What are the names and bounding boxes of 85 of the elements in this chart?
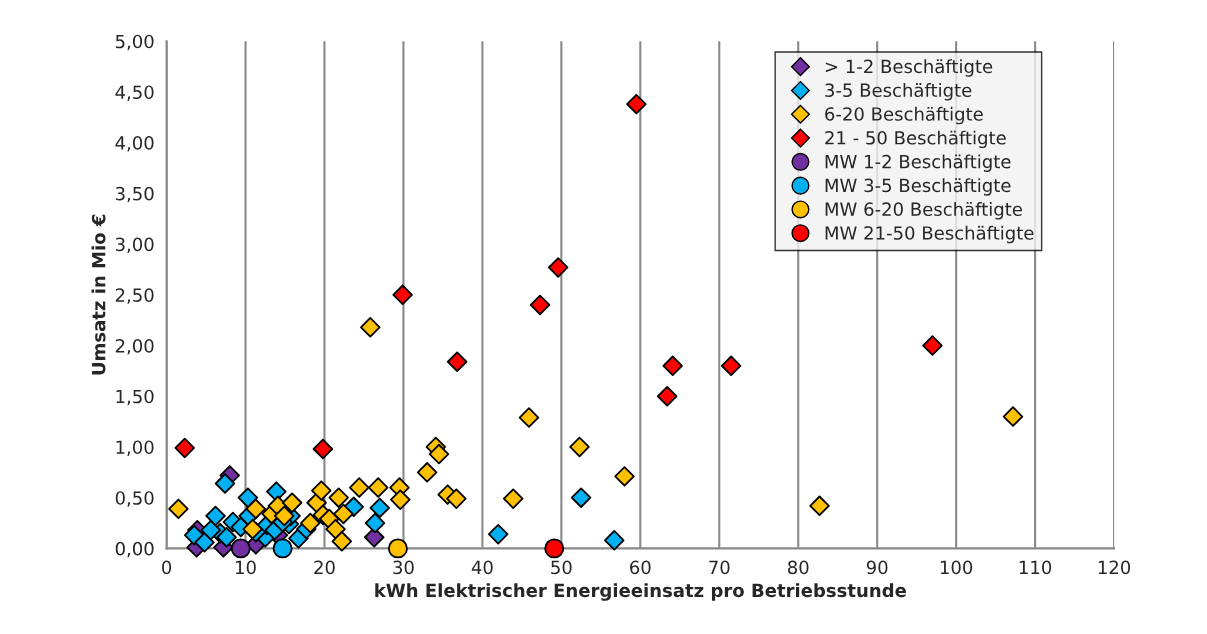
y-tick-label: 2,00 bbox=[115, 338, 154, 355]
x-tick-label: 70 bbox=[709, 560, 730, 575]
y-tick-label: 0,50 bbox=[115, 491, 154, 507]
point bbox=[518, 407, 540, 428]
point bbox=[369, 497, 390, 519]
point bbox=[502, 488, 524, 509]
point bbox=[809, 495, 830, 517]
point bbox=[205, 505, 226, 527]
legend-label: MW 6-20 Beschäftigte bbox=[825, 202, 1022, 220]
point bbox=[428, 443, 450, 465]
point bbox=[446, 488, 467, 509]
point bbox=[529, 294, 551, 316]
point bbox=[656, 386, 678, 407]
point bbox=[200, 519, 222, 541]
point bbox=[273, 505, 295, 527]
point bbox=[281, 492, 303, 513]
y-axis-title: Umsatz in Mio € bbox=[91, 214, 106, 375]
x-axis-title: kWh Elektrischer Energieeinsatz pro Betriebsstunde bbox=[375, 583, 906, 601]
point bbox=[245, 498, 267, 520]
y-tick-label: 3,50 bbox=[115, 186, 154, 203]
point bbox=[720, 355, 742, 377]
point bbox=[216, 527, 237, 548]
y-tick-label: 5,00 bbox=[115, 34, 154, 51]
x-tick-label: 90 bbox=[866, 560, 888, 575]
x-tick-label: 60 bbox=[630, 560, 651, 575]
y-tick-label: 0,00 bbox=[115, 541, 154, 558]
point bbox=[626, 93, 647, 115]
point bbox=[604, 530, 625, 551]
legend-label: MW 3-5 Beschäftigte bbox=[825, 178, 1011, 196]
point bbox=[331, 531, 353, 552]
x-tick-label: 30 bbox=[393, 560, 414, 575]
x-tick-label: 80 bbox=[787, 560, 809, 575]
point bbox=[300, 512, 321, 534]
legend-label: 6-20 Beschäftigte bbox=[825, 106, 983, 125]
x-tick-label: 50 bbox=[551, 560, 572, 575]
y-tick-label: 1,50 bbox=[116, 389, 154, 406]
point bbox=[174, 437, 195, 459]
legend-label: 21 - 50 Beschäftigte bbox=[825, 130, 1006, 149]
y-tick-label: 1,00 bbox=[116, 440, 154, 456]
point bbox=[487, 523, 509, 545]
point bbox=[614, 466, 635, 487]
point bbox=[349, 477, 370, 498]
point bbox=[446, 351, 468, 372]
x-tick-label: 120 bbox=[1098, 560, 1131, 575]
point bbox=[662, 355, 683, 377]
x-tick-label: 0 bbox=[162, 560, 172, 575]
legend-label: MW 1-2 Beschäftigte bbox=[825, 154, 1011, 172]
point bbox=[328, 487, 349, 508]
x-tick-label: 10 bbox=[236, 560, 256, 575]
x-tick-label: 110 bbox=[1019, 560, 1052, 575]
point bbox=[325, 518, 346, 540]
y-tick-label: 4,00 bbox=[115, 136, 154, 152]
point bbox=[194, 532, 215, 553]
x-tick-label: 20 bbox=[314, 560, 335, 575]
point bbox=[1002, 406, 1024, 427]
point bbox=[416, 462, 438, 483]
point bbox=[168, 498, 189, 520]
point bbox=[237, 487, 259, 508]
point bbox=[360, 317, 381, 338]
point bbox=[390, 489, 411, 510]
point bbox=[922, 335, 943, 356]
point bbox=[214, 473, 236, 494]
point bbox=[392, 284, 413, 306]
y-tick-label: 4,50 bbox=[115, 85, 154, 101]
point bbox=[333, 503, 354, 525]
point bbox=[544, 538, 565, 559]
x-tick-label: 40 bbox=[471, 560, 493, 575]
point bbox=[230, 538, 251, 559]
legend-label: 3-5 Beschäftigte bbox=[825, 83, 972, 101]
point bbox=[312, 438, 334, 460]
point bbox=[311, 480, 332, 501]
point bbox=[569, 436, 590, 458]
point bbox=[272, 538, 293, 559]
x-tick-label: 100 bbox=[940, 560, 973, 575]
y-tick-label: 2,50 bbox=[115, 288, 154, 304]
point bbox=[387, 538, 408, 559]
point bbox=[570, 487, 592, 508]
legend-label: MW 21-50 Beschäftigte bbox=[825, 225, 1034, 244]
y-tick-label: 3,00 bbox=[115, 237, 154, 254]
point bbox=[364, 512, 386, 534]
point bbox=[266, 481, 287, 502]
point bbox=[367, 477, 389, 498]
point bbox=[364, 527, 385, 548]
legend-label: > 1-2 Beschäftigte bbox=[825, 59, 993, 77]
point bbox=[547, 257, 569, 278]
